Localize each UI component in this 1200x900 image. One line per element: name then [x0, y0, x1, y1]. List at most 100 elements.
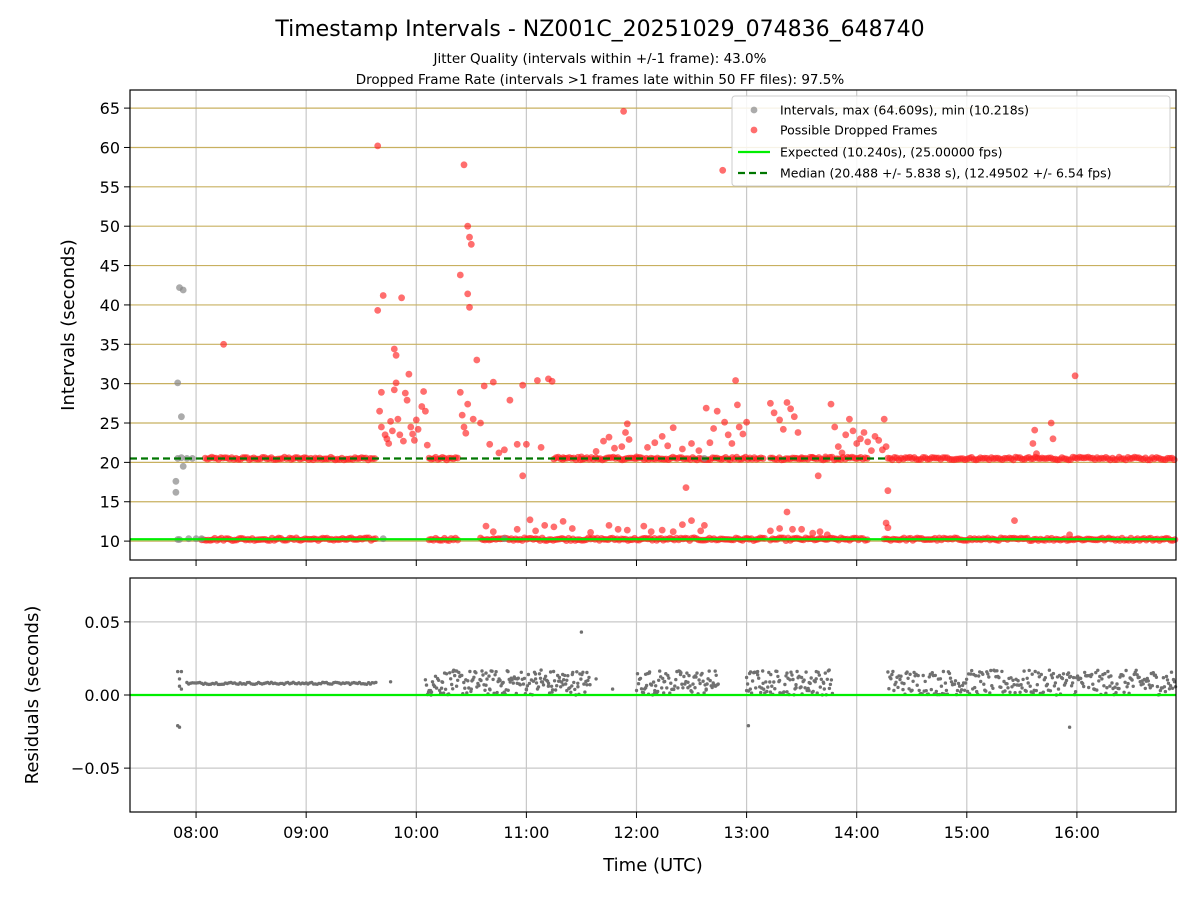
residual-point: [700, 671, 704, 676]
residual-point: [465, 691, 469, 695]
residual-point: [1031, 691, 1035, 695]
residual-point: [1079, 676, 1083, 681]
residual-point: [1114, 691, 1118, 695]
dropped-frame-point: [798, 525, 805, 533]
residual-point: [704, 687, 708, 691]
residual-point: [506, 688, 510, 692]
residual-point: [658, 669, 662, 673]
residual-point: [929, 687, 933, 692]
dropped-frame-point: [464, 290, 472, 298]
residual-point: [557, 675, 562, 680]
residual-point: [1150, 684, 1155, 688]
residual-point: [579, 677, 583, 681]
residual-point: [803, 686, 807, 690]
residual-point: [695, 671, 699, 675]
residual-point: [565, 678, 569, 682]
residual-point: [537, 672, 542, 676]
intervals-y-tick-label: 45: [100, 257, 120, 276]
residual-point: [1025, 676, 1029, 680]
dropped-frame-point: [827, 400, 835, 408]
residual-point: [1013, 691, 1017, 695]
residual-point: [1094, 670, 1098, 675]
dropped-frame-point: [220, 340, 228, 348]
residual-point: [533, 677, 538, 681]
dropped-frame-point: [534, 377, 541, 384]
residual-point: [1108, 684, 1112, 688]
residual-point: [654, 684, 658, 688]
residual-point: [587, 675, 591, 680]
residual-point: [770, 684, 774, 688]
residual-point: [1053, 681, 1058, 685]
dropped-frame-point: [467, 240, 475, 248]
dropped-frame-point: [489, 378, 497, 386]
dropped-frame-point: [392, 379, 400, 387]
residual-point: [1009, 676, 1013, 680]
residual-point: [673, 684, 677, 688]
residual-point: [1041, 690, 1046, 694]
residual-point: [757, 676, 761, 680]
dropped-frame-point: [506, 396, 514, 404]
residual-point: [991, 686, 995, 690]
intervals-y-tick-label: 40: [100, 296, 120, 315]
dropped-frame-point: [400, 437, 407, 445]
residual-point: [984, 689, 988, 693]
residual-point: [570, 684, 574, 688]
dropped-frame-point: [625, 436, 633, 443]
residual-point: [964, 677, 969, 681]
residual-point: [667, 676, 671, 680]
residual-point: [491, 677, 495, 682]
dropped-frame-point: [868, 447, 875, 454]
residual-point: [1121, 674, 1125, 678]
residual-point: [657, 678, 661, 682]
residual-point: [662, 680, 666, 684]
residual-point: [1143, 686, 1148, 691]
residual-point: [714, 673, 718, 677]
x-tick-label: 13:00: [724, 823, 770, 842]
residual-point: [439, 686, 444, 690]
residual-point: [177, 725, 182, 729]
dropped-frame-point: [532, 527, 539, 535]
dropped-frame-point: [1011, 517, 1018, 524]
dropped-frame-point: [550, 523, 558, 531]
residual-point: [1109, 674, 1113, 678]
residual-point: [939, 684, 944, 688]
residual-point: [902, 681, 906, 686]
residual-point: [829, 678, 834, 682]
residual-point: [906, 676, 910, 680]
residual-point: [761, 681, 765, 685]
dropped-frame-point: [464, 222, 472, 230]
dropped-frame-point: [462, 429, 470, 437]
dropped-frame-point: [409, 430, 416, 438]
residual-point: [451, 669, 455, 674]
dropped-frame-point: [875, 436, 883, 444]
residuals-y-tick-label: 0.00: [84, 686, 120, 705]
residual-point: [518, 683, 522, 687]
residual-point: [1020, 686, 1024, 690]
residual-point: [982, 682, 986, 686]
dropped-frame-point: [735, 423, 743, 431]
residual-point: [813, 680, 817, 684]
residual-point: [974, 674, 978, 678]
residual-point: [691, 682, 695, 686]
residual-point: [975, 689, 979, 694]
residual-point: [775, 669, 779, 674]
intervals-y-tick-label: 20: [100, 453, 120, 472]
residual-point: [456, 678, 460, 682]
residual-point: [651, 680, 656, 684]
residual-point: [764, 680, 768, 684]
residual-point: [795, 669, 799, 674]
residual-point: [484, 683, 488, 687]
dropped-frame-point: [857, 435, 864, 443]
residual-point: [559, 685, 563, 689]
residual-point: [519, 670, 523, 674]
residual-point: [469, 687, 473, 691]
residual-point: [814, 669, 818, 674]
residual-point: [710, 685, 714, 690]
dropped-frame-point: [814, 472, 822, 480]
intervals-ticks: 10 15 20 25 30 35 40 45 50 55 60 65: [100, 99, 1078, 566]
dropped-frame-point: [420, 388, 427, 395]
residual-point: [582, 682, 586, 686]
residual-point: [987, 675, 991, 679]
dropped-frame-point: [378, 423, 385, 431]
